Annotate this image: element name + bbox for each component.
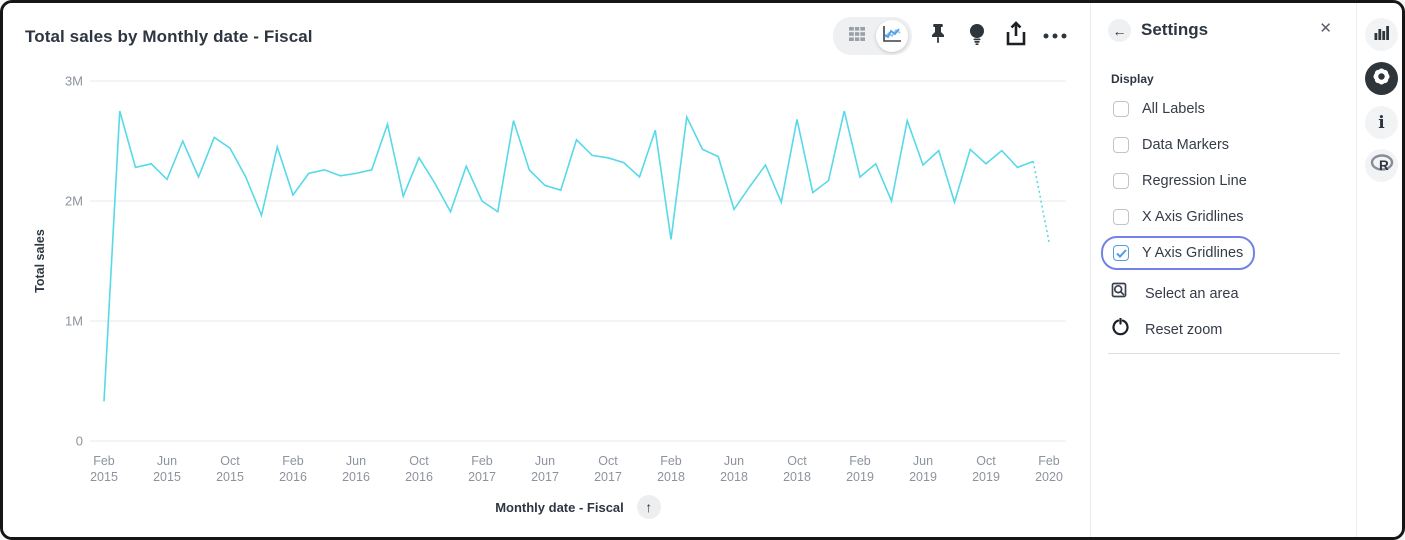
x-axis-tick-label: Oct 2019 (972, 454, 1000, 484)
unchecked-checkbox[interactable] (1113, 137, 1129, 153)
x-axis-tick-label: Feb 2020 (1035, 454, 1063, 484)
share-icon (1004, 20, 1028, 52)
settings-tab-button[interactable] (1365, 62, 1398, 95)
x-axis-tick-label: Oct 2015 (216, 454, 244, 484)
checkbox-label: X Axis Gridlines (1142, 209, 1244, 225)
select-area-icon (1111, 282, 1130, 306)
visualization-tab-button[interactable] (1365, 18, 1398, 51)
select-area-label: Select an area (1145, 286, 1239, 302)
share-button[interactable] (1003, 20, 1029, 52)
svg-text:R: R (1379, 158, 1389, 173)
pin-icon (928, 23, 948, 50)
x-axis-tick-label: Jun 2018 (720, 454, 748, 484)
x-axis-label-row: Monthly date - Fiscal ↑ (88, 495, 1068, 519)
checkbox-label: Y Axis Gridlines (1142, 245, 1244, 261)
unchecked-checkbox[interactable] (1113, 209, 1129, 225)
chart-toolbar (833, 17, 1068, 55)
lightbulb-icon (967, 22, 987, 51)
back-button[interactable]: ← (1108, 19, 1131, 42)
checkbox-row-all-labels[interactable]: All Labels (1101, 92, 1217, 126)
unchecked-checkbox[interactable] (1113, 101, 1129, 117)
checkbox-row-regression-line[interactable]: Regression Line (1101, 164, 1259, 198)
x-axis-tick-label: Feb 2017 (468, 454, 496, 484)
info-icon: i (1378, 112, 1385, 133)
checkbox-label: Data Markers (1142, 137, 1230, 153)
settings-panel-header: ← Settings ✕ (1091, 3, 1356, 59)
y-axis-tick-label: 0 (75, 433, 83, 449)
arrow-left-icon: ← (1112, 22, 1127, 39)
x-axis-tick-label: Jun 2017 (531, 454, 559, 484)
chart-card: Total sales by Monthly date - Fiscal (3, 3, 1090, 537)
x-axis-tick-label: Oct 2018 (783, 454, 811, 484)
line-chart-icon (882, 25, 902, 48)
y-axis-tick-label: 1M (64, 313, 83, 329)
insights-button[interactable] (964, 23, 990, 49)
display-section-label: Display (1111, 72, 1154, 86)
x-axis-tick-label: Feb 2016 (279, 454, 307, 484)
unchecked-checkbox[interactable] (1113, 173, 1129, 189)
y-axis-title: Total sales (33, 229, 47, 293)
panel-divider (1108, 353, 1340, 354)
sales-line-incomplete-segment[interactable] (1032, 161, 1050, 242)
x-axis-tick-label: Feb 2015 (90, 454, 118, 484)
reset-zoom-action[interactable]: Reset zoom (1111, 317, 1223, 342)
chart-title: Total sales by Monthly date - Fiscal (25, 27, 313, 46)
x-axis-tick-label: Jun 2015 (153, 454, 181, 484)
table-icon (848, 25, 866, 47)
x-axis-title: Monthly date - Fiscal (495, 499, 624, 515)
y-axis-tick-label: 3M (64, 73, 83, 89)
display-checkbox-list: All Labels Data Markers Regression Line X A… (1101, 92, 1347, 272)
x-axis-tick-label: Oct 2017 (594, 454, 622, 484)
settings-title: Settings (1141, 20, 1209, 39)
checkbox-label: Regression Line (1142, 173, 1247, 189)
reset-zoom-icon (1111, 317, 1130, 342)
r-logo-button[interactable]: R (1365, 149, 1398, 182)
r-logo-icon: R (1370, 153, 1394, 178)
visualization-toggle[interactable] (833, 17, 912, 55)
x-axis-tick-label: Jun 2019 (909, 454, 937, 484)
gear-icon (1372, 67, 1391, 91)
settings-panel: ← Settings ✕ Display All Labels Data Mark… (1090, 3, 1356, 537)
checkbox-label: All Labels (1142, 101, 1205, 117)
y-axis-tick-label: 2M (64, 193, 83, 209)
close-button[interactable]: ✕ (1319, 19, 1332, 37)
bar-chart-icon (1374, 25, 1390, 45)
arrow-up-icon[interactable]: ↑ (636, 495, 661, 519)
checked-checkbox[interactable] (1113, 245, 1129, 261)
info-tab-button[interactable]: i (1365, 106, 1398, 139)
x-axis-tick-label: Oct 2016 (405, 454, 433, 484)
table-view-button[interactable] (842, 21, 872, 51)
right-icon-rail: i R (1356, 3, 1402, 537)
pin-button[interactable] (925, 23, 951, 49)
chart-view-button[interactable] (876, 20, 908, 52)
checkbox-row-x-axis-gridlines[interactable]: X Axis Gridlines (1101, 200, 1256, 234)
sales-line-series[interactable] (103, 110, 1034, 402)
ellipsis-icon (1042, 27, 1068, 45)
x-axis-tick-label: Feb 2019 (846, 454, 874, 484)
x-axis-tick-label: Jun 2016 (342, 454, 370, 484)
more-options-button[interactable] (1042, 23, 1068, 49)
checkbox-row-data-markers[interactable]: Data Markers (1101, 128, 1241, 162)
select-area-action[interactable]: Select an area (1111, 282, 1239, 306)
reset-zoom-label: Reset zoom (1145, 322, 1223, 338)
checkbox-row-y-axis-gridlines[interactable]: Y Axis Gridlines (1101, 236, 1256, 270)
close-icon: ✕ (1319, 20, 1332, 37)
x-axis-tick-label: Feb 2018 (657, 454, 685, 484)
